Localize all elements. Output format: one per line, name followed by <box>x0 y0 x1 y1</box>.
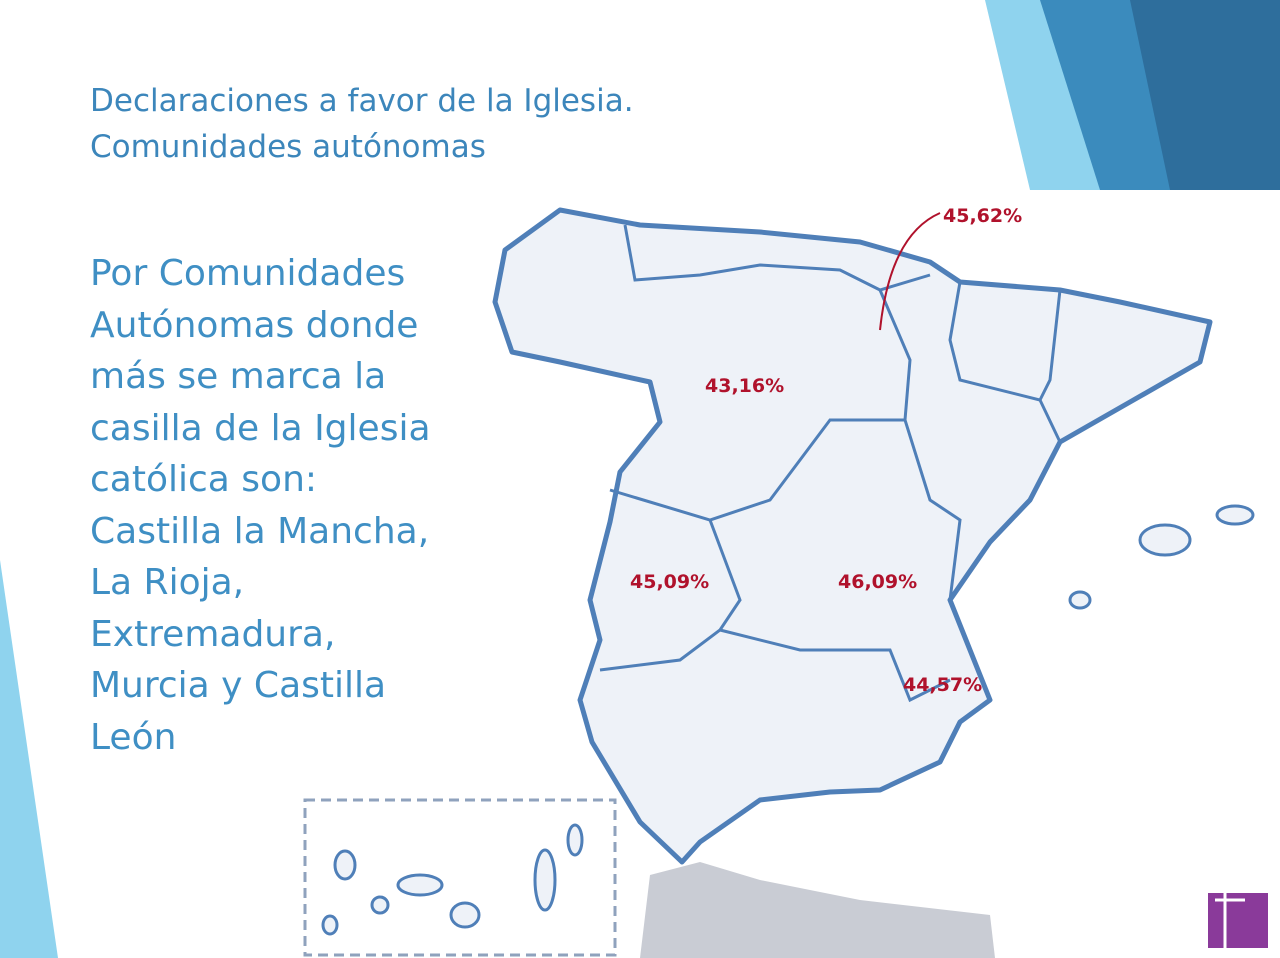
canary-box <box>303 798 617 957</box>
logo <box>1208 893 1268 948</box>
map-label: 45,62% <box>943 205 1023 227</box>
callout-line <box>879 212 941 331</box>
map-label: 43,16% <box>705 375 785 397</box>
title-line: Comunidades autónomas <box>90 129 486 165</box>
logo-cross <box>1215 880 1245 955</box>
body-line: Por Comunidades <box>90 253 406 294</box>
map-label: 46,09% <box>838 571 918 593</box>
body-line: León <box>90 716 177 758</box>
map-label: 44,57% <box>903 674 983 696</box>
body-line: católica son: <box>90 459 318 500</box>
map-label: 45,09% <box>630 571 710 593</box>
left-band <box>0 560 58 958</box>
body-line: La Rioja, <box>90 562 245 603</box>
region-borders <box>599 224 1062 703</box>
body-line: casilla de la Iglesia <box>90 407 431 449</box>
corner-band-darker <box>1130 0 1280 190</box>
body-line: Castilla la Mancha, <box>90 510 430 552</box>
body-line: Murcia y Castilla <box>90 665 387 706</box>
canary-islands <box>321 823 584 936</box>
body-text: Por Comunidades Autónomas donde más se mar… <box>90 248 431 763</box>
balearic-islands <box>1068 504 1255 610</box>
body-line: Extremadura, <box>90 613 336 655</box>
body-line: Autónomas donde <box>90 304 419 346</box>
africa-coast <box>640 862 995 958</box>
body-line: más se marca la <box>90 356 387 397</box>
spain-map <box>492 207 1213 865</box>
title-line: Declaraciones a favor de la Iglesia. <box>90 83 634 119</box>
